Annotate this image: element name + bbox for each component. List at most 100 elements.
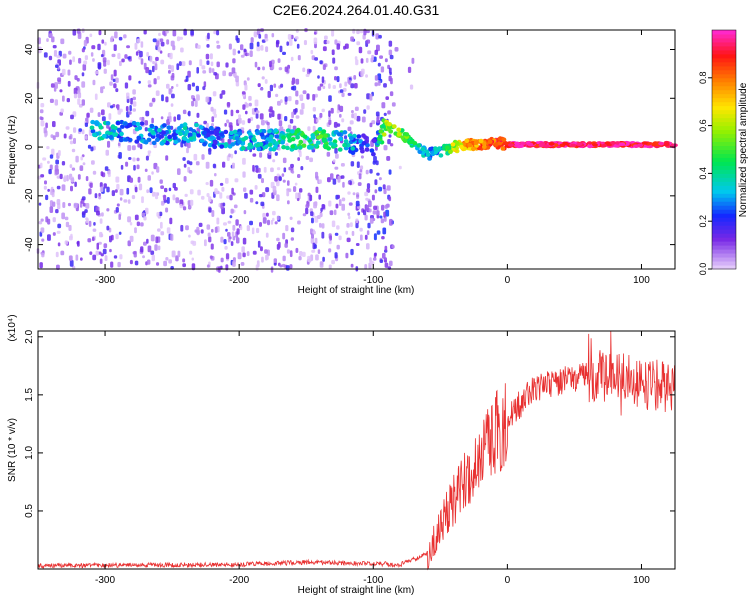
spectrogram-cell bbox=[314, 237, 318, 244]
spectrogram-cell bbox=[140, 246, 144, 253]
signal-track-point bbox=[514, 141, 521, 146]
spectrogram-cell bbox=[137, 143, 141, 148]
signal-track-point bbox=[120, 124, 125, 129]
spectrogram-cell bbox=[71, 148, 76, 153]
signal-track-point bbox=[322, 138, 327, 143]
spectrogram-cell bbox=[305, 155, 310, 160]
spectrogram-cell bbox=[67, 69, 71, 76]
spectrogram-cell bbox=[250, 37, 254, 43]
spectrogram-cell bbox=[123, 199, 128, 203]
spectrogram-cell bbox=[270, 167, 274, 173]
spectrogram-cell bbox=[128, 75, 132, 81]
spectrogram-cell bbox=[254, 99, 259, 107]
spectrogram-cell bbox=[196, 67, 199, 74]
signal-track-point bbox=[105, 121, 111, 126]
spectrogram-cell bbox=[267, 219, 270, 226]
spectrogram-cell bbox=[381, 236, 385, 240]
spectrogram-cell bbox=[315, 171, 319, 179]
spectrogram-cell bbox=[228, 43, 232, 50]
signal-track-point bbox=[591, 143, 598, 147]
signal-track-point bbox=[342, 143, 347, 148]
spectrogram-cell bbox=[146, 238, 149, 244]
spectrogram-cell bbox=[129, 105, 132, 112]
signal-track-point bbox=[209, 130, 215, 135]
spectrogram-cell bbox=[260, 45, 264, 51]
spectrogram-cell bbox=[334, 39, 338, 45]
spectrogram-cell bbox=[374, 189, 378, 194]
spectrogram-cell bbox=[182, 258, 186, 263]
spectrogram-cell bbox=[72, 56, 75, 63]
spectrogram-cell bbox=[241, 91, 246, 95]
spectrogram-cell bbox=[272, 210, 276, 216]
spectrogram-cell bbox=[92, 254, 97, 261]
spectrogram-cell bbox=[365, 74, 368, 78]
spectrogram-cell bbox=[289, 264, 293, 269]
spectrogram-cell bbox=[129, 177, 133, 183]
spectrogram-cell bbox=[391, 102, 396, 107]
spectrogram-cell bbox=[362, 34, 366, 40]
signal-track-point bbox=[315, 140, 321, 145]
spectrogram-cell bbox=[193, 153, 198, 161]
signal-track-point bbox=[89, 125, 95, 130]
spectrogram-cell bbox=[299, 94, 303, 99]
spectrogram-cell bbox=[324, 35, 328, 40]
spectrogram-cell bbox=[103, 243, 108, 249]
spectrogram-cell bbox=[309, 194, 313, 202]
spectrogram-cell bbox=[355, 223, 359, 229]
signal-track-point bbox=[274, 134, 280, 139]
spectrogram-cell bbox=[237, 252, 242, 260]
spectrogram-cell bbox=[191, 82, 195, 87]
spectrogram-cell bbox=[154, 63, 158, 71]
signal-track-point bbox=[219, 144, 225, 149]
spectrogram-cell bbox=[216, 217, 220, 225]
spectrogram-cell bbox=[55, 168, 59, 175]
signal-track-point bbox=[161, 130, 167, 135]
spectrogram-cell bbox=[140, 222, 144, 227]
spectrogram-cell bbox=[47, 234, 51, 241]
spectrogram-cell bbox=[379, 215, 383, 219]
spectrogram-cell bbox=[223, 239, 227, 245]
spectrogram-cell bbox=[308, 69, 312, 73]
colorbar-segment bbox=[712, 117, 736, 123]
spectrogram-cell bbox=[274, 176, 278, 182]
colorbar-segment bbox=[712, 113, 736, 119]
spectrogram-cell bbox=[188, 170, 193, 174]
colorbar-segment bbox=[712, 161, 736, 166]
spectrogram-cell bbox=[282, 179, 286, 183]
colorbar-segment bbox=[712, 233, 736, 238]
spectrogram-cell bbox=[257, 83, 261, 88]
spectrogram-cell bbox=[78, 128, 82, 132]
spectrogram-cell bbox=[40, 218, 44, 222]
spectrogram-cell bbox=[294, 182, 298, 186]
spectrogram-cell bbox=[319, 261, 324, 268]
spectrogram-cell bbox=[173, 116, 177, 122]
spectrogram-cell bbox=[389, 91, 394, 97]
spectrogram-cell bbox=[310, 49, 314, 55]
spectrogram-cell bbox=[326, 151, 331, 157]
spectrogram-cell bbox=[95, 250, 99, 256]
signal-track-point bbox=[178, 131, 183, 136]
spectrogram-cell bbox=[197, 189, 201, 196]
spectrogram-cell bbox=[69, 140, 74, 145]
signal-track-point bbox=[619, 142, 626, 146]
spectrogram-cell bbox=[191, 257, 194, 261]
spectrogram-cell bbox=[235, 109, 240, 114]
spectrogram-cell bbox=[359, 227, 363, 232]
spectrogram-cell bbox=[219, 182, 224, 186]
spectrogram-cell bbox=[258, 34, 262, 39]
spectrogram-cell bbox=[297, 192, 301, 200]
signal-track-point bbox=[182, 122, 188, 127]
spectrogram-cell bbox=[57, 242, 61, 247]
spectrogram-cell bbox=[329, 235, 332, 241]
spectrogram-cell bbox=[289, 118, 294, 124]
spectrogram-cell bbox=[386, 185, 391, 191]
spectrogram-cell bbox=[231, 162, 235, 169]
spectrogram-cell bbox=[92, 228, 97, 232]
signal-track-point bbox=[256, 146, 262, 152]
spectrogram-cell bbox=[305, 207, 309, 215]
colorbar-segment bbox=[712, 241, 736, 246]
spectrogram-cell bbox=[293, 186, 297, 192]
spectrogram-cell bbox=[180, 47, 184, 53]
spectrogram-cell bbox=[282, 232, 286, 240]
spectrogram-cell bbox=[372, 257, 377, 261]
